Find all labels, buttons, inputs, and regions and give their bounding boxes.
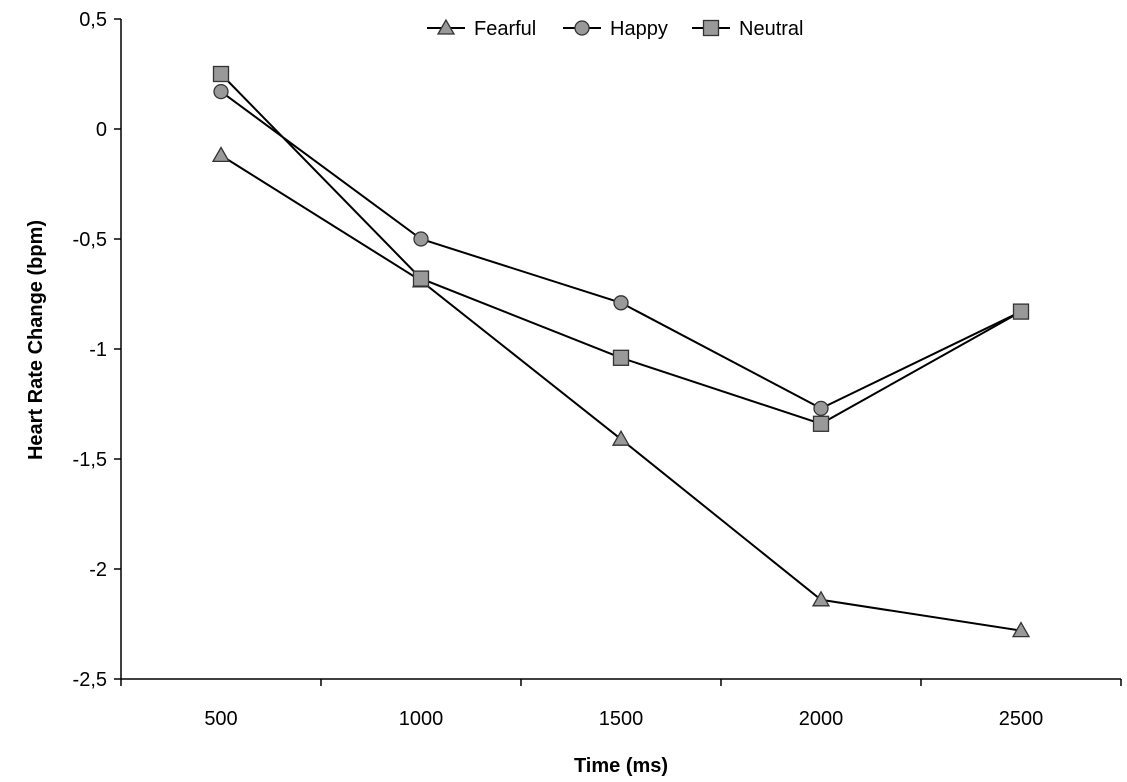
data-point-neutral xyxy=(812,415,830,432)
y-axis-title: Heart Rate Change (bpm) xyxy=(25,220,47,460)
data-point-neutral xyxy=(612,349,630,366)
data-point-neutral xyxy=(212,65,230,83)
y-tick-label: -0,5 xyxy=(73,229,107,251)
x-tick-label: 2500 xyxy=(999,708,1044,730)
data-point-happy xyxy=(613,295,629,311)
x-axis-ticks: 500 1000 1500 2000 2500 xyxy=(120,679,1122,730)
series-line-neutral xyxy=(220,73,1022,425)
series-fearful xyxy=(211,146,1031,638)
data-point-happy xyxy=(413,231,429,247)
data-point-fearful xyxy=(1011,621,1031,638)
series-line-fearful xyxy=(220,154,1022,632)
data-point-happy xyxy=(813,400,829,417)
legend-marker-circle xyxy=(574,20,590,36)
y-axis-ticks: 0,5 0 -0,5 -1 -1,5 -2 -2,5 xyxy=(73,9,121,691)
legend-label: Happy xyxy=(610,18,668,40)
y-tick-label: 0,5 xyxy=(79,9,107,31)
legend-label: Neutral xyxy=(739,18,803,40)
y-tick-label: -2 xyxy=(89,559,107,581)
series-neutral xyxy=(212,65,1030,432)
legend-item-neutral: Neutral xyxy=(692,18,803,40)
data-point-happy xyxy=(213,83,229,100)
legend-item-happy: Happy xyxy=(563,18,668,40)
legend-marker-triangle xyxy=(436,18,456,35)
legend-marker-square xyxy=(702,19,720,37)
y-tick-label: -1 xyxy=(89,339,107,361)
x-tick-label: 1000 xyxy=(399,708,444,730)
data-point-neutral xyxy=(1012,303,1030,320)
x-tick-label: 2000 xyxy=(799,708,844,730)
data-point-fearful xyxy=(811,590,831,607)
series-layer xyxy=(211,65,1031,638)
legend-label: Fearful xyxy=(474,18,536,40)
x-axis-title: Time (ms) xyxy=(574,755,668,777)
x-tick-label: 1500 xyxy=(599,708,644,730)
data-point-fearful xyxy=(611,429,631,446)
y-tick-label: -1,5 xyxy=(73,449,107,471)
legend-item-fearful: Fearful xyxy=(427,18,536,40)
y-tick-label: -2,5 xyxy=(73,669,107,691)
data-point-neutral xyxy=(412,270,430,287)
legend: Fearful Happy Neutral xyxy=(427,18,803,40)
x-tick-label: 500 xyxy=(204,708,237,730)
y-tick-label: 0 xyxy=(96,119,107,141)
axes xyxy=(120,19,1121,680)
data-point-fearful xyxy=(211,146,231,163)
